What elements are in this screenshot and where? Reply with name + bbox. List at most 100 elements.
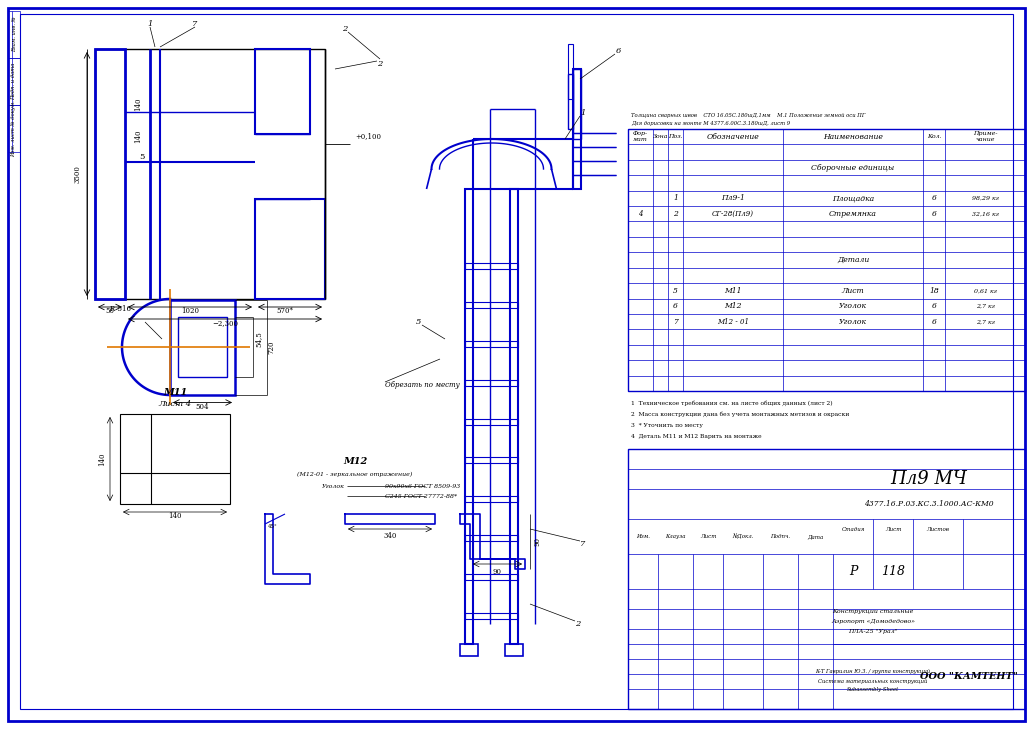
Bar: [505, 644, 523, 656]
Text: Сборочные единицы: Сборочные единицы: [811, 163, 895, 171]
Text: 7: 7: [581, 540, 586, 548]
Text: Уголок: Уголок: [839, 318, 867, 326]
Text: 3  * Уточнить по месту: 3 * Уточнить по месту: [631, 423, 702, 427]
Text: Изм.: Изм.: [636, 534, 650, 539]
Text: 2: 2: [342, 25, 348, 33]
Text: 6: 6: [674, 303, 678, 311]
Text: 50: 50: [105, 307, 115, 315]
Text: К-Т Гаврилин Ю.З. / группа конструкций: К-Т Гаврилин Ю.З. / группа конструкций: [815, 669, 931, 674]
Text: 140: 140: [134, 97, 142, 111]
Text: 2: 2: [674, 210, 678, 218]
Text: 90х90х6 ГОСТ 8509-93: 90х90х6 ГОСТ 8509-93: [385, 483, 461, 488]
Bar: [628, 129, 1025, 391]
Bar: [170, 300, 234, 394]
Text: Уголок: Уголок: [322, 483, 345, 488]
Text: R 516: R 516: [109, 305, 131, 313]
Text: Р: Р: [849, 565, 857, 578]
Text: Обрезать по месту: Обрезать по месту: [385, 381, 460, 389]
Text: Стадия: Стадия: [841, 527, 865, 532]
Bar: [510, 189, 518, 644]
Text: Лист: Лист: [884, 527, 901, 532]
Text: М12: М12: [343, 456, 367, 466]
Text: 340: 340: [383, 532, 397, 540]
Text: Детали: Детали: [837, 256, 869, 264]
Text: Приме-
чание: Приме- чание: [973, 131, 997, 142]
Text: Клауза: Клауза: [665, 534, 686, 539]
Text: ООО "КАМТЕНТ": ООО "КАМТЕНТ": [920, 672, 1018, 681]
Text: 1  Техническое требования см. на листе общих данных (лист 2): 1 Техническое требования см. на листе об…: [631, 400, 833, 406]
Text: Subassembly-Sheet: Subassembly-Sheet: [847, 687, 899, 692]
Text: −2,300: −2,300: [212, 319, 238, 327]
Bar: [465, 535, 518, 541]
Text: Изм. лист № докум.: Изм. лист № докум.: [11, 100, 17, 157]
Text: 4377.16.Р.03.КС.3.1000.АС-КМ0: 4377.16.Р.03.КС.3.1000.АС-КМ0: [865, 500, 994, 508]
Bar: [8, 58, 20, 105]
Text: 45°: 45°: [269, 523, 278, 529]
Text: СГ-28(Пл9): СГ-28(Пл9): [712, 210, 754, 218]
Text: Аэропорт «Домодедово»: Аэропорт «Домодедово»: [831, 619, 915, 624]
Bar: [460, 644, 478, 656]
Text: Дата: Дата: [808, 534, 823, 539]
Text: Пл9-1: Пл9-1: [721, 195, 745, 203]
Text: Листов: Листов: [927, 527, 949, 532]
Bar: [255, 49, 310, 134]
Text: 6: 6: [932, 318, 937, 326]
Bar: [255, 199, 325, 299]
Text: М12 - 01: М12 - 01: [717, 318, 749, 326]
Bar: [568, 44, 573, 99]
Text: Площадка: Площадка: [832, 195, 874, 203]
Text: 4  Деталь М11 и М12 Варить на монтаже: 4 Деталь М11 и М12 Варить на монтаже: [631, 434, 761, 439]
Text: 140: 140: [168, 512, 182, 520]
Bar: [120, 414, 230, 504]
Bar: [573, 69, 581, 139]
Bar: [465, 302, 518, 308]
Text: 6: 6: [932, 303, 937, 311]
Text: С245 ГОСТ 27772-88*: С245 ГОСТ 27772-88*: [385, 494, 458, 499]
Bar: [95, 49, 325, 299]
Text: 140: 140: [134, 130, 142, 144]
Bar: [465, 189, 473, 644]
Text: 54,5: 54,5: [255, 331, 263, 347]
Text: 2: 2: [575, 620, 581, 628]
Text: 1: 1: [581, 109, 586, 117]
Text: Обозначение: Обозначение: [707, 133, 759, 141]
Text: 570*: 570*: [277, 307, 293, 315]
Text: +0,100: +0,100: [355, 133, 381, 141]
Text: 3500: 3500: [73, 165, 81, 183]
Text: 2  Масса конструкции дана без учета монтажных метизов и окраски: 2 Масса конструкции дана без учета монта…: [631, 411, 849, 417]
Text: М11: М11: [724, 286, 742, 295]
Text: 140: 140: [98, 452, 106, 466]
Text: Лист 4: Лист 4: [158, 400, 191, 408]
Text: 5: 5: [674, 286, 678, 295]
Bar: [178, 317, 227, 377]
Text: 504: 504: [195, 402, 209, 410]
Text: 98,29 кг: 98,29 кг: [972, 196, 999, 201]
Text: 7: 7: [192, 20, 197, 28]
Text: Стремянка: Стремянка: [829, 210, 877, 218]
Text: Толщина сварных швов    СТО 16.05С.180шД.1мм    М.1 Положение земной оси ПГ: Толщина сварных швов СТО 16.05С.180шД.1м…: [631, 112, 866, 117]
Bar: [465, 340, 518, 347]
Bar: [568, 74, 573, 129]
Text: 0,61 кг: 0,61 кг: [973, 289, 997, 293]
Text: №Докл.: №Докл.: [732, 534, 754, 539]
Text: 1: 1: [148, 20, 153, 28]
Text: Подпч.: Подпч.: [771, 534, 790, 539]
Bar: [465, 263, 518, 269]
Text: 32,16 кг: 32,16 кг: [972, 211, 999, 217]
Text: Наименование: Наименование: [823, 133, 883, 141]
Text: 90: 90: [534, 537, 542, 545]
Bar: [95, 49, 125, 299]
Bar: [465, 574, 518, 580]
Text: 2,7 кг: 2,7 кг: [975, 304, 995, 309]
Text: 5: 5: [415, 318, 420, 326]
Bar: [8, 11, 20, 58]
Text: Система материальных конструкций: Система материальных конструкций: [818, 679, 928, 684]
Text: 6: 6: [932, 195, 937, 203]
Text: Лист: Лист: [699, 534, 716, 539]
Text: Зона: Зона: [653, 134, 668, 139]
Text: Взам. инв. №: Взам. инв. №: [11, 17, 17, 52]
Bar: [573, 69, 581, 189]
Text: 1020: 1020: [181, 307, 199, 315]
Text: 2: 2: [377, 60, 382, 68]
Text: 2,7 кг: 2,7 кг: [975, 319, 995, 324]
